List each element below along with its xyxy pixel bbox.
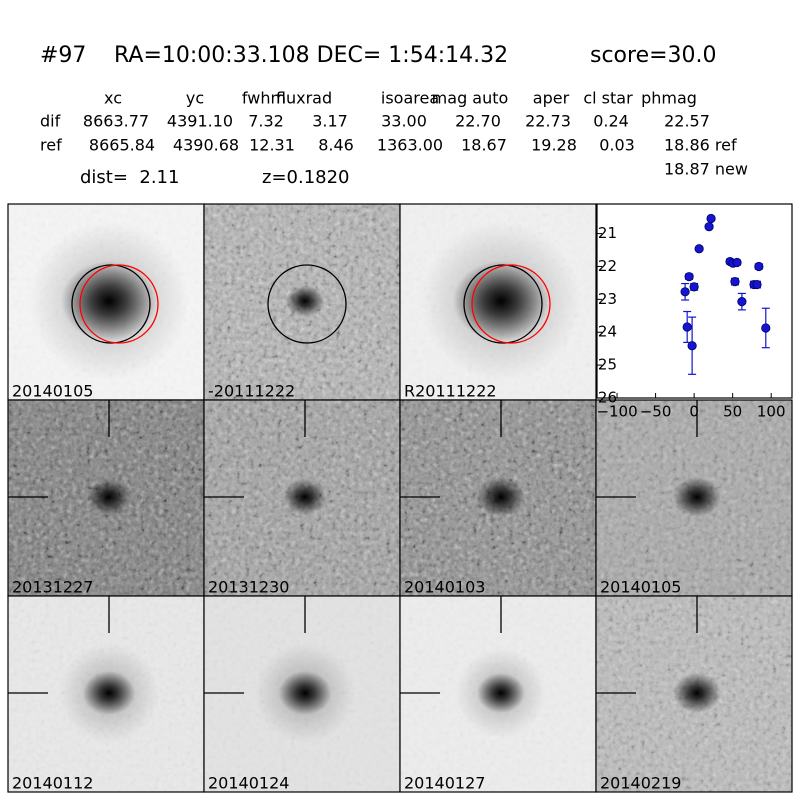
score: score=30.0 (590, 43, 717, 68)
y-tick-label: 23 (598, 290, 617, 308)
data-point (732, 257, 742, 268)
y-tick-label: 21 (598, 224, 617, 242)
source (283, 479, 327, 515)
stamp-label: 20131227 (12, 578, 93, 597)
phmag-new: 18.87 new (664, 160, 748, 179)
column-header: cl star (583, 89, 633, 108)
column-header: yc (186, 89, 204, 108)
column-header: phmag (641, 89, 697, 108)
stamp-label: 20140124 (208, 774, 289, 793)
table-cell: 8.46 (318, 136, 354, 155)
table-cell: 18.86 ref (664, 136, 737, 155)
data-point (761, 323, 771, 333)
aperture (71, 264, 151, 344)
source (477, 673, 525, 713)
x-tick-label: −50 (640, 403, 672, 421)
row-name: ref (40, 136, 62, 155)
table-cell: 22.73 (525, 112, 571, 131)
x-tick-label: 50 (723, 403, 742, 421)
stamp-label: R20111222 (404, 382, 497, 401)
aperture-ref (79, 264, 159, 344)
data-point (754, 261, 764, 272)
table-cell: 22.70 (455, 112, 501, 131)
x-tick-label: 100 (757, 403, 786, 421)
column-header: xc (104, 89, 122, 108)
column-header: isoarea (381, 89, 439, 108)
data-point (706, 213, 716, 224)
column-header: aper (533, 89, 570, 108)
aperture-ref (471, 264, 551, 344)
aperture (463, 264, 543, 344)
data-point (752, 279, 762, 290)
data-point (680, 287, 690, 297)
column-header: mag auto (432, 89, 509, 108)
data-point (689, 282, 699, 292)
source (477, 477, 525, 517)
source (87, 479, 131, 515)
table-cell: 7.32 (248, 112, 284, 131)
table-cell: 8665.84 (89, 136, 155, 155)
redshift: z=0.1820 (262, 167, 350, 188)
row-name: dif (40, 112, 61, 131)
table-cell: 1363.00 (377, 136, 443, 155)
y-tick-label: 26 (598, 389, 617, 407)
source (673, 673, 721, 713)
aperture (267, 264, 347, 344)
data-point (730, 276, 740, 287)
table-cell: 4391.10 (167, 112, 233, 131)
table-cell: 8663.77 (83, 112, 149, 131)
column-header: fluxrad (276, 89, 332, 108)
stamp-label: 20140112 (12, 774, 93, 793)
y-tick-label: 22 (598, 257, 617, 275)
data-point (704, 222, 714, 232)
table-cell: 0.03 (599, 136, 635, 155)
data-point (687, 341, 697, 351)
column-header: fwhm (242, 89, 286, 108)
table-cell: 33.00 (381, 112, 427, 131)
x-tick-label: −100 (596, 403, 637, 421)
y-tick-label: 25 (598, 356, 617, 374)
source (278, 671, 332, 715)
source (82, 671, 136, 715)
stamp-label: 20131230 (208, 578, 289, 597)
data-point (694, 244, 704, 254)
stamp-label: -20111222 (208, 382, 295, 401)
stamp-frame (595, 595, 793, 793)
candidate-id: #97 (40, 43, 86, 68)
stamp-label: 20140127 (404, 774, 485, 793)
stamp-label: 20140219 (600, 774, 681, 793)
y-tick-label: 24 (598, 323, 617, 341)
table-cell: 3.17 (312, 112, 348, 131)
stamp-label: 20140103 (404, 578, 485, 597)
table-cell: 12.31 (249, 136, 295, 155)
table-cell: 4390.68 (173, 136, 239, 155)
data-point (737, 297, 747, 307)
source (285, 285, 325, 317)
table-cell: 19.28 (531, 136, 577, 155)
distance: dist= 2.11 (80, 167, 179, 188)
table-cell: 22.57 (664, 112, 710, 131)
coordinates: RA=10:00:33.108 DEC= 1:54:14.32 (114, 43, 508, 68)
source (61, 261, 157, 341)
table-cell: 18.67 (461, 136, 507, 155)
data-point (684, 272, 694, 282)
plot-area (596, 203, 793, 399)
x-tick-label: 0 (689, 403, 699, 421)
table-cell: 0.24 (593, 112, 629, 131)
stamp-label: 20140105 (12, 382, 93, 401)
source (453, 261, 549, 341)
source (673, 477, 721, 517)
stamp-label: 20140105 (600, 578, 681, 597)
data-point (682, 322, 692, 332)
